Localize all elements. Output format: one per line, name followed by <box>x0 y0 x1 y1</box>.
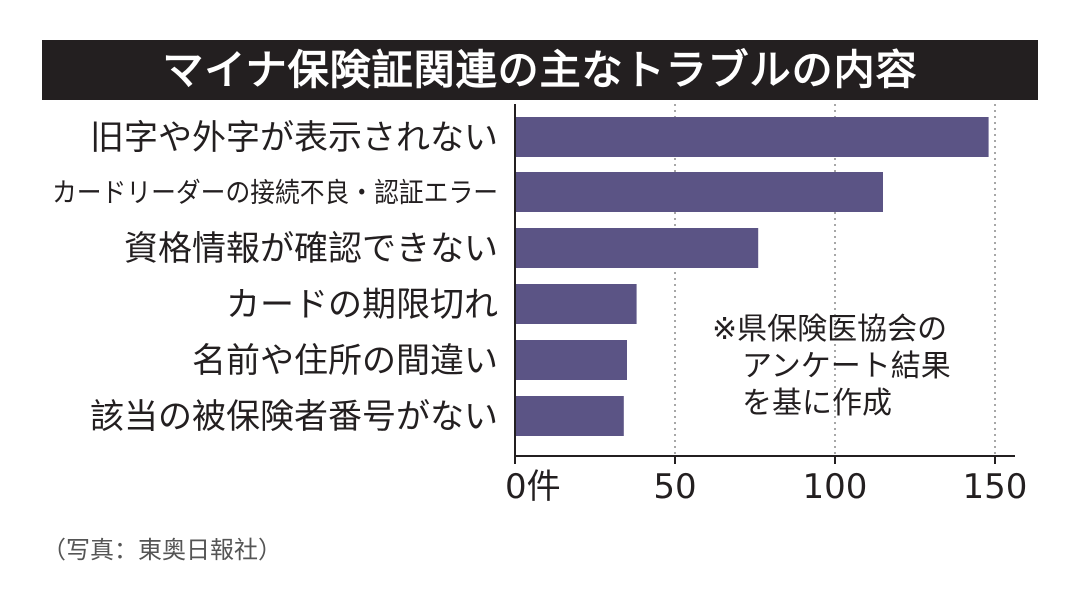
x-tick-label-50: 50 <box>653 467 696 507</box>
source-note-line-3: を基に作成 <box>742 386 892 421</box>
chart-title-band <box>42 40 1038 100</box>
bar-1 <box>516 117 989 157</box>
category-label-1: 旧字や外字が表示されない <box>90 118 498 158</box>
category-label-4: カードの期限切れ <box>226 285 498 325</box>
source-note-line-1: ※県保険医協会の <box>712 312 947 347</box>
category-label-3: 資格情報が確認できない <box>124 229 498 269</box>
bar-4 <box>516 284 637 324</box>
bar-2 <box>516 172 883 212</box>
x-tick-label-150: 150 <box>963 467 1028 507</box>
category-label-2: カードリーダーの接続不良・認証エラー <box>52 178 498 209</box>
x-tick-label-100: 100 <box>803 467 868 507</box>
x-tick-label-0: 0件 <box>505 467 561 507</box>
chart-title: マイナ保険証関連の主なトラブルの内容 <box>162 46 918 94</box>
bar-5 <box>516 340 627 380</box>
bar-6 <box>516 396 624 436</box>
category-label-6: 該当の被保険者番号がない <box>90 397 498 437</box>
source-note-line-2: アンケート結果 <box>742 349 951 384</box>
photo-credit: （写真：東奥日報社） <box>42 536 282 564</box>
category-label-5: 名前や住所の間違い <box>192 341 498 381</box>
bar-3 <box>516 228 759 268</box>
